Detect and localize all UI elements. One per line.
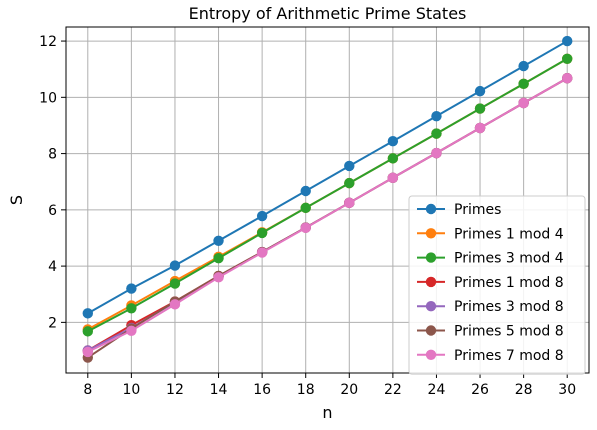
data-point (431, 110, 442, 122)
legend-entry: Primes 1 mod 8 (417, 275, 564, 291)
data-point (562, 35, 573, 47)
series-line (87, 77, 568, 353)
x-tick-label: 26 (471, 382, 489, 398)
x-tick-label: 8 (83, 382, 92, 398)
data-point (344, 177, 355, 189)
legend-marker (425, 276, 437, 288)
data-point (256, 210, 268, 222)
data-point (82, 308, 93, 319)
series-0 (82, 35, 573, 319)
x-axis: 8 10 12 14 16 18 20 22 24 26 28 30 (83, 373, 576, 398)
data-point (562, 72, 573, 84)
series-line (87, 57, 568, 333)
data-point (474, 85, 486, 97)
data-point (518, 97, 529, 109)
data-point (169, 260, 181, 271)
legend-entry: Primes 7 mod 8 (417, 348, 564, 364)
series-6 (82, 72, 573, 358)
data-point (256, 247, 268, 258)
data-point (518, 60, 529, 72)
x-axis-label: n (322, 403, 332, 422)
legend-entry: Primes 3 mod 8 (417, 299, 564, 315)
data-point (387, 136, 399, 147)
x-tick-label: 14 (210, 382, 228, 398)
series-line (87, 40, 568, 315)
data-point (82, 346, 93, 358)
data-point (431, 128, 442, 139)
data-point (169, 278, 181, 289)
chart-title: Entropy of Arithmetic Prime States (189, 4, 467, 23)
x-tick-label: 20 (340, 382, 358, 398)
y-tick-label: 12 (39, 34, 57, 50)
x-tick-label: 12 (166, 382, 184, 398)
legend-label: Primes 7 mod 8 (454, 348, 564, 364)
data-point (474, 103, 486, 114)
data-point (474, 122, 486, 134)
x-tick-label: 30 (558, 382, 576, 398)
y-axis-label: S (7, 195, 26, 205)
x-tick-label: 24 (428, 382, 446, 398)
legend-marker (425, 325, 437, 336)
x-tick-label: 28 (515, 382, 533, 398)
data-point (562, 53, 573, 64)
y-tick-label: 10 (39, 90, 57, 106)
data-point (344, 197, 355, 209)
legend-label: Primes 3 mod 8 (454, 299, 564, 315)
y-tick-label: 8 (48, 147, 57, 163)
data-point (213, 235, 224, 246)
data-point (126, 283, 137, 294)
data-point (344, 160, 355, 172)
x-tick-label: 16 (253, 382, 271, 398)
legend-marker (425, 301, 437, 312)
legend-marker (425, 252, 437, 263)
legend-label: Primes (454, 202, 501, 218)
data-point (518, 78, 529, 90)
legend-entry: Primes (417, 202, 501, 218)
data-point (300, 222, 311, 234)
y-axis: 2 4 6 8 10 12 (39, 34, 66, 331)
x-tick-label: 22 (384, 382, 402, 398)
data-point (431, 147, 442, 159)
legend-marker (425, 228, 437, 239)
legend-marker (425, 349, 437, 360)
series-layer (82, 35, 573, 363)
x-tick-label: 18 (297, 382, 315, 398)
legend-label: Primes 3 mod 4 (454, 251, 564, 267)
legend-label: Primes 5 mod 8 (454, 324, 564, 340)
data-point (387, 153, 399, 164)
data-point (169, 299, 181, 310)
data-point (213, 253, 224, 264)
series-2 (82, 53, 573, 337)
legend-label: Primes 1 mod 4 (454, 226, 564, 242)
x-tick-label: 10 (122, 382, 140, 398)
legend-entry: Primes 5 mod 8 (417, 324, 564, 340)
legend-marker (425, 203, 437, 215)
y-tick-label: 2 (48, 315, 57, 331)
data-point (126, 325, 137, 337)
data-point (387, 172, 399, 183)
y-tick-label: 4 (48, 259, 57, 275)
legend-entry: Primes 3 mod 4 (417, 251, 564, 267)
data-point (82, 326, 93, 337)
legend: Primes Primes 1 mod 4 Primes 3 mod 4 Primes… (408, 195, 586, 375)
legend-entry: Primes 1 mod 4 (417, 226, 564, 242)
data-point (126, 303, 137, 314)
data-point (256, 227, 268, 239)
data-point (213, 272, 224, 283)
y-tick-label: 6 (48, 203, 57, 219)
legend-box (408, 195, 586, 375)
plot-frame (65, 26, 590, 374)
legend-label: Primes 1 mod 8 (454, 275, 564, 291)
data-point (300, 202, 311, 214)
data-point (300, 185, 311, 197)
